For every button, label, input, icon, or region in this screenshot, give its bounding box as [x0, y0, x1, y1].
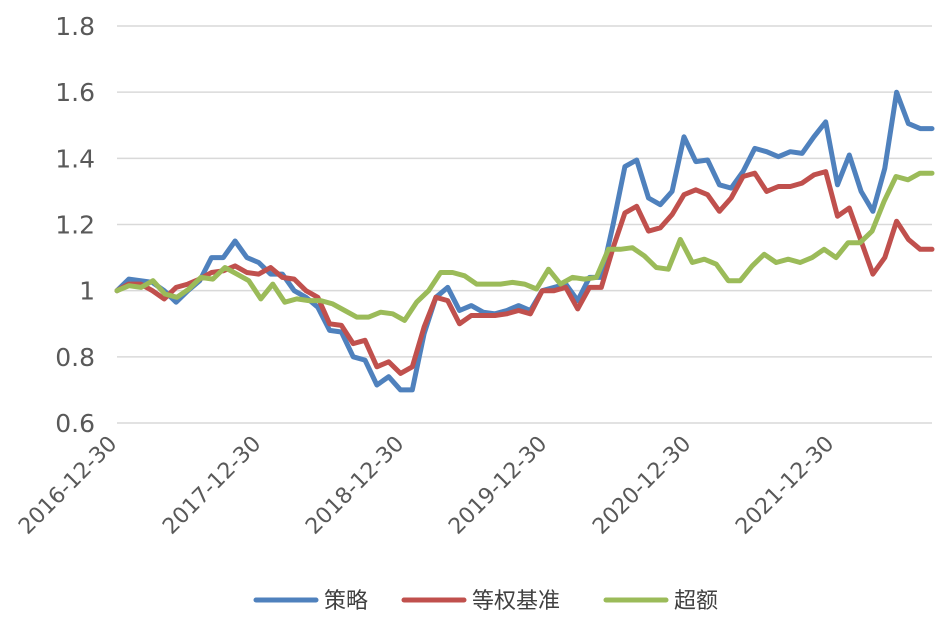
- series-lines: [114, 89, 935, 393]
- x-tick-label: 2021-12-30: [731, 432, 839, 540]
- x-tick-label: 2019-12-30: [444, 432, 552, 540]
- y-tick-label: 1.6: [55, 78, 95, 107]
- x-tick-label: 2016-12-30: [14, 432, 122, 540]
- y-axis-tick-labels: 0.6 0.8 1 1.2 1.4 1.6 1.8: [55, 12, 95, 438]
- y-tick-label: 0.6: [55, 409, 95, 438]
- x-axis-tick-labels: 2016-12-30 2017-12-30 2018-12-30 2019-12-30…: [14, 432, 839, 540]
- y-tick-label: 1: [79, 277, 95, 306]
- legend-label: 等权基准: [472, 589, 560, 614]
- legend-label: 策略: [324, 589, 368, 614]
- gridlines: [117, 25, 932, 424]
- y-tick-label: 1.8: [55, 12, 95, 41]
- legend: 策略 等权基准 超额: [253, 589, 718, 614]
- series-line-1: [114, 169, 935, 376]
- y-tick-label: 1.4: [55, 144, 95, 173]
- x-tick-label: 2017-12-30: [158, 432, 266, 540]
- y-tick-label: 0.8: [55, 343, 95, 372]
- x-tick-label: 2018-12-30: [301, 432, 409, 540]
- legend-label: 超额: [674, 589, 718, 614]
- y-tick-label: 1.2: [55, 211, 95, 240]
- x-tick-label: 2020-12-30: [588, 432, 696, 540]
- series-line-2: [114, 170, 935, 323]
- series-line-0: [114, 89, 935, 393]
